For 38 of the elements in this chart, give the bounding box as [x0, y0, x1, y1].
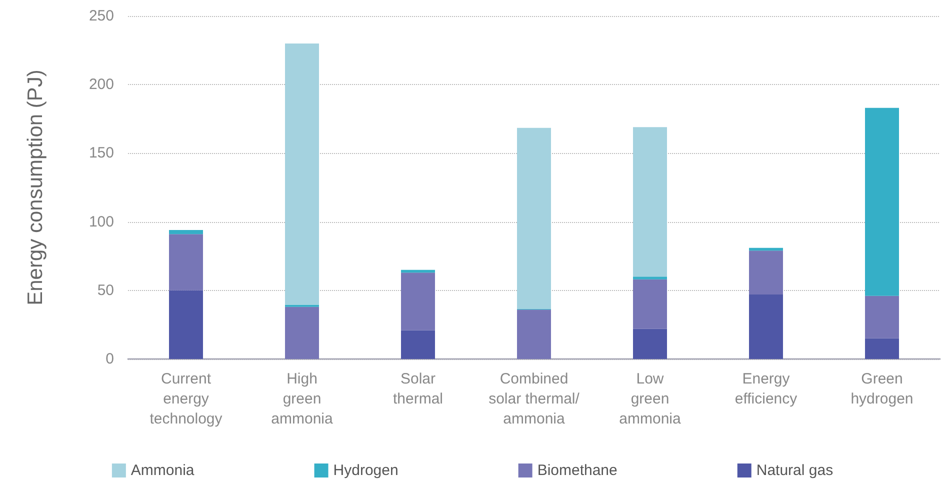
y-tick-label: 50: [97, 282, 114, 299]
y-tick-label: 100: [88, 213, 114, 230]
bar: [633, 127, 667, 277]
bar: [517, 310, 551, 359]
y-tick-label: 0: [106, 350, 114, 368]
x-tick-label: Low green ammonia: [619, 370, 682, 428]
bar: [401, 272, 435, 330]
bar: [517, 128, 551, 309]
y-tick-label: 250: [88, 8, 114, 24]
bar: [169, 290, 203, 359]
bar: [401, 270, 435, 273]
bar: [401, 330, 435, 359]
bar: [749, 248, 783, 251]
bar: [749, 250, 783, 295]
legend-label: Ammonia: [130, 462, 195, 479]
bar: [865, 108, 899, 296]
legend-label: Natural gas: [756, 462, 834, 479]
y-tick-label: 200: [88, 76, 114, 94]
x-tick-label: Current energy technology: [150, 370, 223, 428]
legend-label: Biomethane: [537, 462, 618, 479]
bar: [285, 43, 319, 305]
bar: [285, 306, 319, 359]
x-tick-label: High green ammonia: [271, 370, 334, 428]
x-tick-label: Combined solar thermal/ ammonia: [488, 370, 580, 428]
y-axis-title: Energy consumption (PJ): [24, 70, 47, 306]
bar: [749, 294, 783, 359]
bar: [865, 338, 899, 359]
bar: [169, 234, 203, 290]
bar: [633, 328, 667, 359]
bar: [633, 279, 667, 329]
x-tick-label: Solar thermal: [392, 370, 444, 408]
y-tick-label: 150: [88, 144, 114, 162]
bar: [865, 296, 899, 338]
x-tick-label: Energy efficiency: [734, 370, 798, 408]
bar: [169, 230, 203, 234]
bar: [633, 276, 667, 280]
legend-label: Hydrogen: [333, 462, 398, 479]
x-tick-label: Green hydrogen: [850, 370, 914, 408]
